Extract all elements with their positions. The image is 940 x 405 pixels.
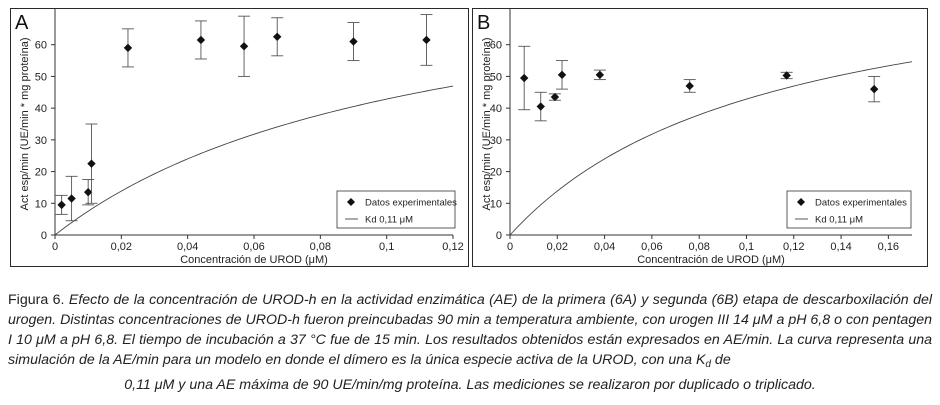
chart-a-data-point	[85, 123, 98, 204]
chart-a-x-tick-label: 0,08	[310, 241, 331, 253]
chart-a-x-axis-label: Concentración de UROD (μM)	[180, 254, 328, 266]
chart-a-data-point	[271, 17, 284, 57]
chart-a-y-tick-label: 50	[35, 71, 47, 83]
chart-a-y-tick-label: 60	[35, 40, 47, 52]
chart-b-y-tick-label: 0	[496, 230, 502, 242]
chart-b-diamond-marker	[685, 81, 694, 91]
chart-b-diamond-marker	[536, 102, 545, 111]
chart-b-legend-curve-label: Kd 0,11 μM	[815, 215, 863, 226]
chart-a-diamond-marker	[349, 37, 358, 46]
chart-b-diamond-marker	[869, 84, 879, 94]
chart-b-data-point	[556, 60, 569, 90]
chart-b-x-tick-label: 0,12	[783, 241, 804, 253]
chart-b-x-tick-label: 0,16	[878, 241, 899, 253]
chart-b-y-tick-label: 20	[490, 167, 502, 179]
chart-a-y-tick-label: 20	[35, 167, 47, 179]
chart-a-svg: A 0 10 20 30 40 50 60 0 0,02 0,04 0,06 0,08 0,1 0,12 Co…	[15, 9, 464, 266]
chart-b-y-tick-label: 50	[490, 71, 502, 83]
chart-b-legend: Datos experimentales Kd 0,11 μM	[786, 190, 912, 229]
chart-panel-a: A 0 10 20 30 40 50 60 0 0,02 0,04 0,06 0,08 0,1 0,12 Co…	[10, 8, 469, 267]
chart-b-y-tick-label: 30	[490, 135, 502, 147]
chart-a-legend-diamond	[347, 198, 355, 206]
chart-a-x-tick-label: 0,02	[111, 241, 132, 253]
chart-a-x-tick-label: 0,1	[379, 241, 394, 253]
chart-b-legend-box	[786, 190, 912, 229]
chart-b-x-tick-label: 0,14	[830, 241, 851, 253]
figure-caption: Figura 6. Efecto de la concentración de …	[8, 290, 932, 395]
chart-a-diamond-marker	[123, 43, 133, 53]
chart-a-legend-box	[336, 190, 456, 229]
chart-a-simulation-curve	[54, 85, 454, 236]
chart-a-diamond-marker	[87, 159, 96, 168]
chart-b-panel-letter: B	[477, 12, 490, 34]
chart-b-x-tick-label: 0,02	[547, 241, 568, 253]
chart-b-data-point	[683, 79, 696, 93]
chart-b-y-tick-label: 60	[490, 40, 502, 52]
chart-a-diamond-marker	[196, 35, 206, 45]
chart-a-y-tick-label: 30	[35, 135, 47, 147]
chart-b-x-tick-label: 0	[507, 241, 513, 253]
chart-b-y-tick-label: 40	[490, 103, 502, 115]
chart-a-panel-letter: A	[15, 12, 29, 34]
chart-a-data-point	[55, 194, 68, 215]
chart-a-y-tick-label: 0	[41, 230, 47, 242]
chart-a-data-point	[194, 20, 207, 60]
chart-a-data-point	[347, 22, 360, 62]
chart-b-diamond-marker	[557, 70, 567, 80]
chart-a-y-axis-label: Act esp/min (UE/min * mg proteína)	[19, 37, 31, 210]
chart-a-diamond-marker	[67, 194, 76, 203]
caption-last-line: 0,11 μM y una AE máxima de 90 UE/min/mg …	[124, 377, 816, 393]
chart-a-x-tick-label: 0,04	[177, 241, 198, 253]
chart-a-diamond-marker	[83, 187, 93, 197]
chart-b-legend-points-label: Datos experimentales	[815, 198, 907, 209]
chart-a-legend-points-label: Datos experimentales	[365, 198, 457, 209]
caption-kd-subscript: d	[705, 359, 711, 370]
chart-b-x-tick-label: 0,06	[641, 241, 662, 253]
chart-b-y-tick-label: 10	[490, 198, 502, 210]
chart-a-data-point	[82, 179, 95, 206]
caption-label: Figura 6.	[8, 292, 65, 308]
chart-a-y-tick-label: 40	[35, 103, 47, 115]
chart-b-y-axis-label: Act esp/min (UE/min * mg proteína)	[481, 37, 493, 210]
chart-b-x-tick-label: 0,08	[688, 241, 709, 253]
chart-b-x-tick-label: 0,04	[594, 241, 615, 253]
chart-b-data-point	[534, 91, 547, 122]
chart-a-x-tick-label: 0,06	[243, 241, 264, 253]
chart-a-data-point	[238, 15, 251, 77]
chart-a-data-point	[420, 14, 433, 66]
chart-panel-b: B 0 10 20 30 40 50 60 0 0,02 0,04 0,06 0,08 0,1 0,12 0,…	[472, 8, 928, 267]
chart-a-legend-curve-label: Kd 0,11 μM	[365, 215, 413, 226]
chart-a-y-tick-label: 10	[35, 198, 47, 210]
chart-b-legend-diamond	[797, 198, 805, 206]
chart-a-diamond-marker	[239, 42, 249, 51]
chart-b-data-point	[780, 71, 793, 80]
chart-b-data-point	[593, 69, 606, 81]
chart-a-legend: Datos experimentales Kd 0,11 μM	[336, 190, 457, 229]
chart-a-x-tick-label: 0	[52, 241, 58, 253]
chart-a-diamond-marker	[422, 35, 431, 45]
chart-a-data-point	[65, 175, 78, 222]
caption-text: Efecto de la concentración de UROD-h en …	[8, 292, 932, 368]
chart-b-simulation-curve	[509, 61, 913, 236]
chart-b-diamond-marker	[595, 70, 605, 80]
chart-a-diamond-marker	[57, 200, 66, 210]
chart-a-data-point	[121, 28, 134, 68]
chart-b-svg: B 0 10 20 30 40 50 60 0 0,02 0,04 0,06 0,08 0,1 0,12 0,…	[477, 9, 913, 266]
caption-text-end: de	[710, 352, 731, 368]
chart-b-data-point	[518, 45, 531, 111]
chart-b-data-point	[868, 75, 881, 103]
chart-b-diamond-marker	[519, 73, 529, 83]
chart-a-diamond-marker	[273, 32, 282, 41]
chart-a-x-tick-label: 0,12	[442, 241, 463, 253]
chart-b-data-point	[548, 92, 561, 102]
chart-b-x-axis-label: Concentración de UROD (μM)	[637, 254, 785, 266]
chart-b-x-tick-label: 0,1	[739, 241, 754, 253]
